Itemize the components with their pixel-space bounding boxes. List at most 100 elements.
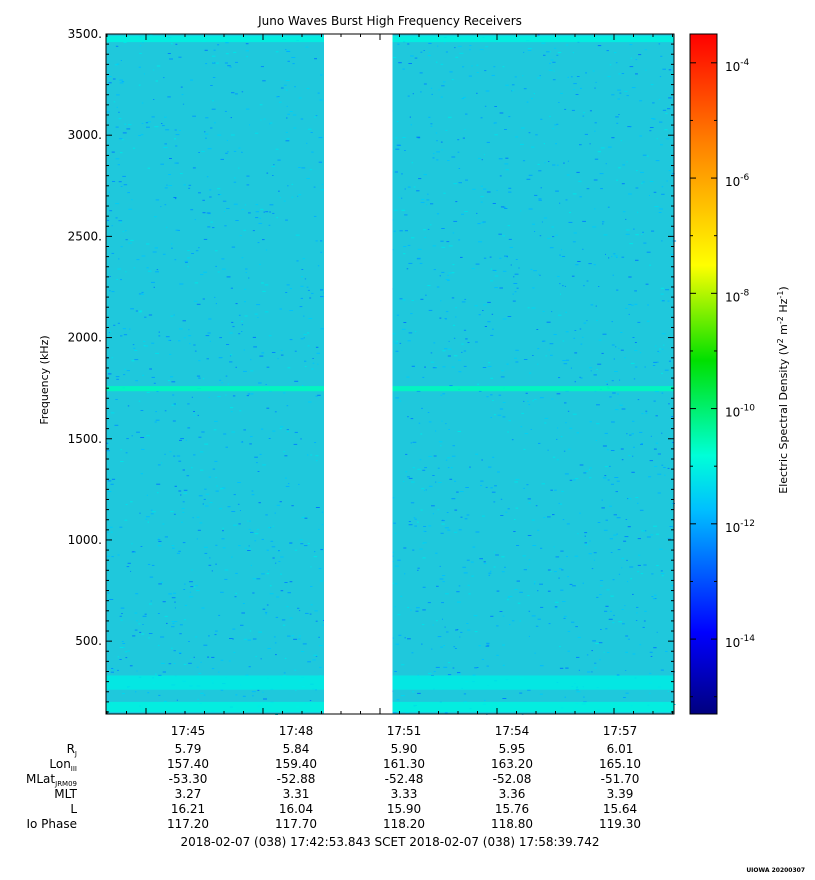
noise-pixel xyxy=(312,358,314,359)
noise-pixel xyxy=(548,69,553,71)
noise-pixel xyxy=(563,363,568,365)
noise-pixel xyxy=(111,151,115,153)
noise-pixel xyxy=(600,147,605,149)
noise-pixel xyxy=(622,164,626,166)
noise-pixel xyxy=(582,248,584,250)
noise-pixel xyxy=(458,182,462,184)
noise-pixel xyxy=(176,229,180,231)
noise-pixel xyxy=(509,246,513,248)
noise-pixel xyxy=(241,612,245,614)
noise-pixel xyxy=(226,139,228,141)
noise-pixel xyxy=(549,247,554,249)
noise-pixel xyxy=(522,160,526,162)
noise-pixel xyxy=(212,227,215,229)
noise-pixel xyxy=(624,536,629,538)
noise-pixel xyxy=(502,416,506,418)
noise-pixel xyxy=(564,696,566,698)
noise-pixel xyxy=(144,613,147,615)
noise-pixel xyxy=(559,667,564,669)
noise-pixel xyxy=(569,427,573,429)
noise-pixel xyxy=(481,658,484,660)
noise-pixel xyxy=(394,606,396,608)
noise-pixel xyxy=(169,451,172,453)
noise-pixel xyxy=(504,566,506,568)
noise-pixel xyxy=(613,358,615,360)
noise-pixel xyxy=(567,576,569,578)
noise-pixel xyxy=(165,336,170,338)
noise-pixel xyxy=(650,84,654,86)
noise-pixel xyxy=(563,450,566,452)
noise-pixel xyxy=(126,128,131,130)
noise-pixel xyxy=(120,619,123,621)
noise-pixel xyxy=(166,226,168,228)
noise-pixel xyxy=(496,654,499,656)
noise-pixel xyxy=(285,140,290,142)
noise-pixel xyxy=(661,193,665,195)
noise-pixel xyxy=(660,144,663,146)
noise-pixel xyxy=(193,344,196,346)
noise-pixel xyxy=(619,379,621,381)
noise-pixel xyxy=(660,570,663,572)
noise-pixel xyxy=(171,647,173,649)
noise-pixel xyxy=(279,308,282,310)
noise-pixel xyxy=(435,666,440,668)
noise-pixel xyxy=(163,147,168,148)
noise-pixel xyxy=(589,367,593,369)
noise-pixel xyxy=(635,187,639,189)
noise-pixel xyxy=(420,509,423,511)
noise-pixel xyxy=(250,436,253,438)
noise-pixel xyxy=(649,460,653,462)
noise-pixel xyxy=(608,618,613,620)
noise-pixel xyxy=(122,231,125,233)
noise-pixel xyxy=(111,225,113,227)
noise-pixel xyxy=(269,211,271,213)
noise-pixel xyxy=(623,540,627,542)
noise-pixel xyxy=(250,393,254,395)
noise-pixel xyxy=(447,457,451,459)
noise-pixel xyxy=(208,396,210,398)
noise-pixel xyxy=(589,467,592,469)
noise-pixel xyxy=(423,542,427,544)
noise-pixel xyxy=(305,46,309,48)
noise-pixel xyxy=(609,610,613,612)
noise-pixel xyxy=(662,68,666,70)
noise-pixel xyxy=(399,298,403,300)
noise-pixel xyxy=(286,431,289,433)
noise-pixel xyxy=(491,74,495,76)
noise-pixel xyxy=(291,196,294,198)
noise-pixel xyxy=(131,435,133,437)
noise-pixel xyxy=(451,79,454,81)
noise-pixel xyxy=(619,404,623,406)
noise-pixel xyxy=(560,589,564,591)
ephemeris-value: 118.20 xyxy=(383,817,425,831)
noise-pixel xyxy=(488,466,492,468)
noise-pixel xyxy=(611,94,615,96)
noise-pixel xyxy=(544,422,547,424)
noise-pixel xyxy=(317,363,319,365)
noise-pixel xyxy=(270,540,274,542)
noise-pixel xyxy=(532,287,535,289)
noise-pixel xyxy=(122,693,125,695)
noise-pixel xyxy=(656,631,658,633)
noise-pixel xyxy=(153,69,155,71)
noise-pixel xyxy=(627,498,629,500)
noise-pixel xyxy=(301,269,304,270)
noise-pixel xyxy=(164,143,167,145)
noise-pixel xyxy=(142,374,145,376)
noise-pixel xyxy=(576,656,580,658)
noise-pixel xyxy=(657,473,662,475)
noise-pixel xyxy=(473,615,478,617)
noise-pixel xyxy=(498,394,502,396)
noise-pixel xyxy=(229,407,234,409)
noise-pixel xyxy=(127,650,130,652)
noise-pixel xyxy=(241,257,244,259)
noise-pixel xyxy=(651,118,655,119)
noise-pixel xyxy=(647,304,649,306)
noise-pixel xyxy=(166,622,168,624)
noise-pixel xyxy=(467,584,470,586)
noise-pixel xyxy=(212,100,215,102)
noise-pixel xyxy=(467,342,470,343)
noise-pixel xyxy=(200,274,204,276)
noise-pixel xyxy=(611,137,615,139)
